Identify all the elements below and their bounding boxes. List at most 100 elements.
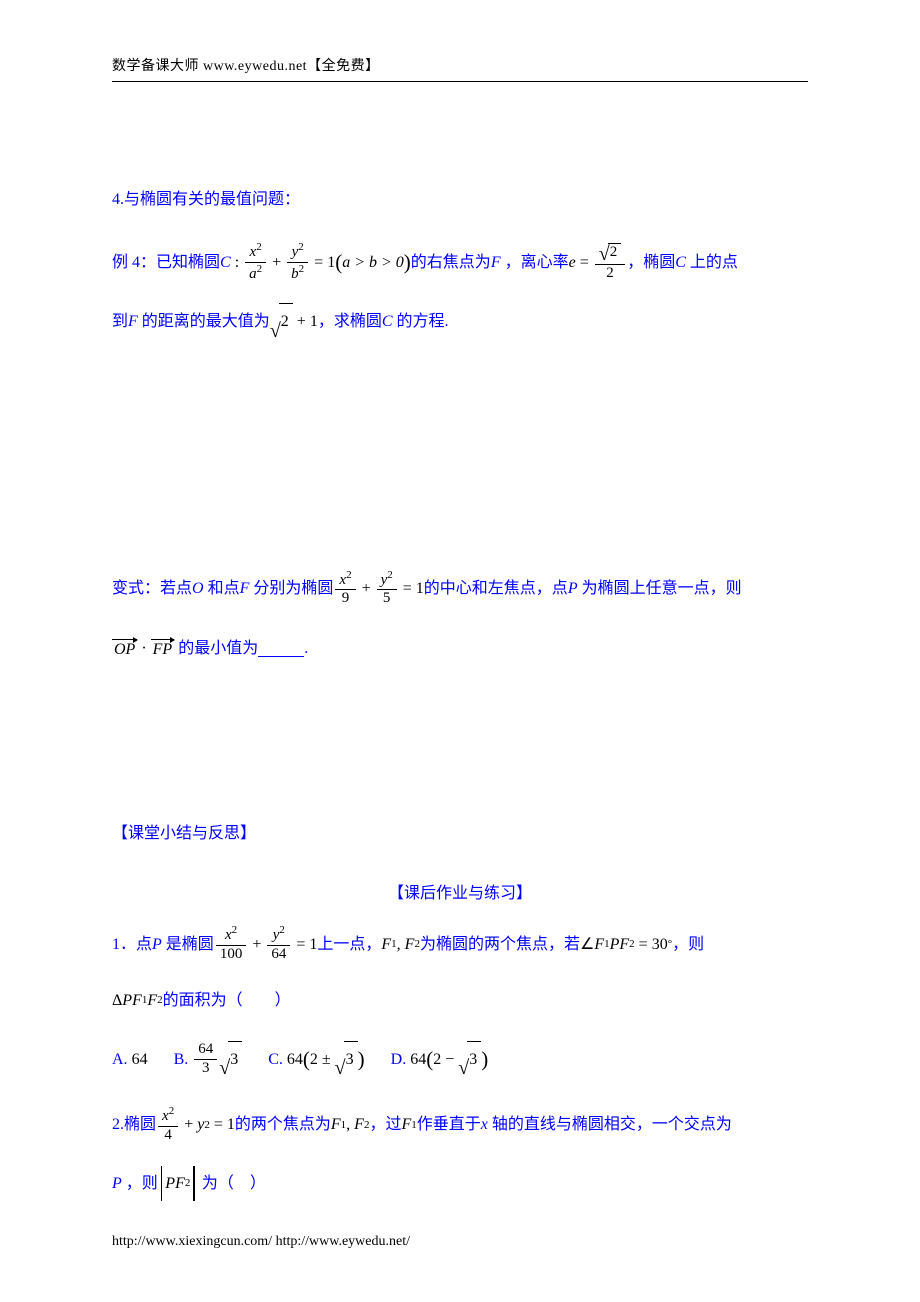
q2-frac-x: x2 4 bbox=[158, 1106, 178, 1144]
bianshi-line1: 变式：若点 O 和点 F 分别为椭圆 x2 9 + y2 5 = 1 的中心和左… bbox=[112, 570, 808, 608]
q1-choices: A. 64 B. 64 3 √3 C. 64 ( 2 ± √3 ) D. 64 … bbox=[112, 1036, 808, 1082]
bianshi-line2: OP · FP 的最小值为 . bbox=[112, 631, 808, 666]
q1-aF1: F bbox=[594, 927, 604, 962]
q2-mid5: ，则 bbox=[126, 1166, 158, 1201]
ex4-F: F bbox=[491, 245, 501, 280]
A-label: A. bbox=[112, 1042, 128, 1077]
q2-rhs: 1 bbox=[227, 1107, 235, 1142]
bs-xd: 9 bbox=[338, 591, 354, 607]
ex4-frac-y: y2 b2 bbox=[287, 242, 308, 283]
ex4-mid1: 的右焦点为 bbox=[411, 245, 491, 280]
bs-yd: 5 bbox=[379, 591, 395, 607]
summary-title: 【课堂小结与反思】 bbox=[112, 816, 808, 851]
B-num: 64 bbox=[194, 1042, 217, 1058]
bs-mid1: 分别为椭圆 bbox=[253, 571, 333, 606]
q1-aF2: F bbox=[619, 927, 629, 962]
D-rad: 3 bbox=[467, 1041, 481, 1077]
q2-line2: P ，则 P F2 为（ ） bbox=[112, 1166, 808, 1201]
bs-xe: 2 bbox=[346, 569, 352, 581]
q1-frac-x: x2 100 bbox=[216, 925, 247, 963]
hw-title: 【课后作业与练习】 bbox=[112, 879, 808, 903]
q2-mid3: 作垂直于 bbox=[417, 1107, 481, 1142]
choice-A: A. 64 bbox=[112, 1042, 148, 1077]
q2-line1: 2.椭圆 x2 4 + y2 = 1 的两个焦点为 F1 , F2 ，过 F1 … bbox=[112, 1106, 808, 1144]
bs-frac-y: y2 5 bbox=[377, 570, 397, 608]
q1-line1: 1．点 P 是椭圆 x2 100 + y2 64 = 1 上一点， F1 , F… bbox=[112, 925, 808, 963]
q1-mid2: 上一点， bbox=[317, 927, 381, 962]
q1-angle: 30 bbox=[652, 927, 668, 962]
C-a: 2 bbox=[310, 1042, 318, 1077]
q1-tP: P bbox=[122, 983, 132, 1018]
q1-xe: 2 bbox=[232, 924, 238, 936]
C-coef: 64 bbox=[287, 1042, 303, 1077]
ex4-C: C bbox=[220, 245, 231, 280]
q1-rhs: 1 bbox=[309, 927, 317, 962]
ex4-line2b: 的距离的最大值为 bbox=[142, 304, 270, 339]
q1-x: x bbox=[225, 927, 232, 943]
a-exp: 2 bbox=[257, 263, 263, 275]
example4-line2: 到 F 的距离的最大值为 √2 + 1 ，求椭圆 C 的方程. bbox=[112, 303, 808, 339]
page-header: 数学备课大师 www.eywedu.net【全免费】 bbox=[112, 55, 808, 82]
bs-mid3: 为椭圆上任意一点，则 bbox=[582, 571, 742, 606]
q1-mid4: ，则 bbox=[672, 927, 704, 962]
C-rad: 3 bbox=[344, 1041, 358, 1077]
vec-FP-base: FP bbox=[151, 642, 175, 658]
B-den: 3 bbox=[198, 1061, 214, 1077]
q1-aP: P bbox=[610, 927, 620, 962]
bs-F: F bbox=[240, 571, 250, 606]
bs-frac-x: x2 9 bbox=[335, 570, 355, 608]
ex4-mid3: ，椭圆 bbox=[627, 245, 675, 280]
q1-num: 1．点 bbox=[112, 927, 152, 962]
q2-abs-F: F bbox=[175, 1166, 185, 1201]
q1-mid3: 为椭圆的两个焦点，若 bbox=[420, 927, 580, 962]
ex4-F2: F bbox=[128, 304, 138, 339]
ex4-mid3b: 上的点 bbox=[690, 245, 738, 280]
ex4-line2c: ，求椭圆 bbox=[318, 304, 382, 339]
vec-OP: OP bbox=[112, 639, 137, 658]
q2-abs-P: P bbox=[165, 1166, 175, 1201]
C-label: C. bbox=[268, 1042, 283, 1077]
section4-title: 4.与椭圆有关的最值问题： bbox=[112, 182, 808, 217]
q1-tri: 的面积为（ ） bbox=[163, 983, 291, 1018]
q2-num: 2.椭圆 bbox=[112, 1107, 156, 1142]
q2-tail: 为（ ） bbox=[202, 1166, 266, 1201]
bs-ye: 2 bbox=[387, 569, 393, 581]
q2-F2: F bbox=[354, 1107, 364, 1142]
bs-tail: 的最小值为 bbox=[178, 631, 258, 666]
bs-prefix: 变式：若点 bbox=[112, 571, 192, 606]
q1-tF2: F bbox=[147, 983, 157, 1018]
q2-abs-Fs: 2 bbox=[185, 1171, 191, 1195]
choice-B: B. 64 3 √3 bbox=[174, 1041, 243, 1077]
bs-rhs: 1 bbox=[416, 571, 424, 606]
q2-axis: x bbox=[481, 1107, 488, 1142]
q1-xd: 100 bbox=[216, 947, 247, 963]
ecc-num: 2 bbox=[608, 243, 622, 263]
ex4-prefix: 例 4：已知椭圆 bbox=[112, 245, 220, 280]
ex4-C2: C bbox=[675, 245, 686, 280]
maxdist-rad: 2 bbox=[279, 303, 293, 339]
maxdist-plus: 1 bbox=[310, 304, 318, 339]
q1-ye: 2 bbox=[279, 924, 285, 936]
q1-tF1: F bbox=[132, 983, 142, 1018]
q2-xd: 4 bbox=[160, 1128, 176, 1144]
ex4-line2d: 的方程. bbox=[397, 304, 449, 339]
ex4-e-frac: √2 2 bbox=[595, 243, 625, 283]
vec-OP-base: OP bbox=[112, 642, 137, 658]
bs-O: O bbox=[192, 571, 204, 606]
q2-F1b: F bbox=[401, 1107, 411, 1142]
q1-yd: 64 bbox=[267, 947, 290, 963]
blank bbox=[258, 641, 304, 657]
q2-xe: 2 bbox=[169, 1105, 175, 1117]
page-footer: http://www.xiexingcun.com/ http://www.ey… bbox=[112, 1234, 410, 1250]
b-exp: 2 bbox=[299, 263, 305, 275]
q2-P: P bbox=[112, 1166, 122, 1201]
q1-F2: F bbox=[405, 927, 415, 962]
B-rad: 3 bbox=[228, 1041, 242, 1077]
q1-P: P bbox=[152, 927, 162, 962]
bs-and: 和点 bbox=[208, 571, 240, 606]
q2-mid1: 的两个焦点为 bbox=[235, 1107, 331, 1142]
ex4-rhs: 1 bbox=[327, 245, 335, 280]
example4-line1: 例 4：已知椭圆 C : x2 a2 + y2 b2 = 1 ( a > b >… bbox=[112, 239, 808, 285]
bs-P: P bbox=[568, 571, 578, 606]
ex4-mid2: ，离心率 bbox=[505, 245, 569, 280]
